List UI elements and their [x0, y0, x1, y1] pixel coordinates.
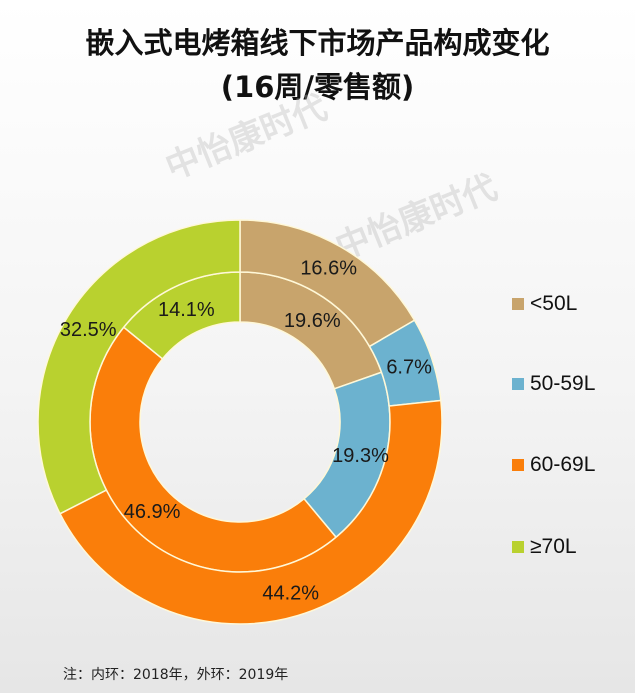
legend-item: <50L: [512, 292, 577, 316]
legend-swatch: [512, 378, 524, 390]
legend-item: 60-69L: [512, 453, 595, 477]
legend-swatch: [512, 541, 524, 553]
legend-label: <50L: [530, 292, 578, 315]
legend-item: 50-59L: [512, 372, 595, 396]
legend-item: ≥70L: [512, 535, 577, 559]
outer-data-label: 32.5%: [60, 319, 117, 341]
chart-note: 注：内环：2018年，外环：2019年: [63, 667, 289, 683]
inner-data-label: 14.1%: [158, 299, 215, 321]
outer-data-label: 16.6%: [300, 258, 357, 280]
legend-label: ≥70L: [530, 535, 577, 558]
outer-slice-3: [37, 219, 241, 515]
legend-label: 50-59L: [530, 372, 596, 395]
outer-data-label: 44.2%: [262, 583, 319, 605]
chart-subtitle: (16周/零售额): [220, 70, 415, 104]
legend-label: 60-69L: [530, 453, 596, 476]
inner-data-label: 19.3%: [332, 445, 389, 467]
outer-slice-2: [59, 399, 443, 625]
legend-swatch: [512, 298, 524, 310]
outer-data-label: 6.7%: [386, 356, 432, 378]
inner-data-label: 19.6%: [284, 310, 341, 332]
inner-data-label: 46.9%: [124, 501, 181, 523]
legend-swatch: [512, 459, 524, 471]
chart-title: 嵌入式电烤箱线下市场产品构成变化: [85, 26, 550, 60]
